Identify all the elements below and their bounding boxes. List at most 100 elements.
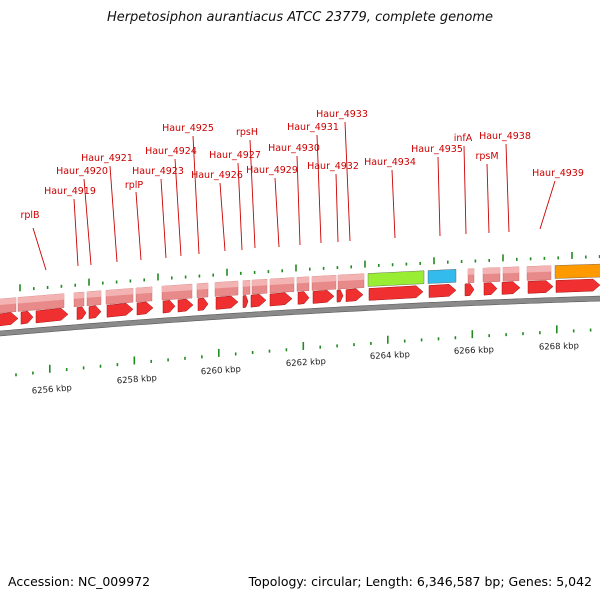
gene-arrow — [464, 283, 475, 297]
cds-highlight — [503, 266, 519, 274]
cds-highlight — [270, 277, 294, 286]
gene-arrow — [269, 292, 293, 307]
scale-ticks — [15, 251, 600, 377]
gene-arrow — [215, 295, 239, 310]
leader-line — [237, 162, 243, 251]
gene-arrow — [527, 280, 554, 294]
gene-label: Haur_4923 — [132, 166, 184, 177]
cds-highlight — [312, 275, 336, 283]
gene-label: Haur_4921 — [81, 153, 133, 164]
gene-arrow — [76, 306, 87, 320]
gene-arrow — [297, 291, 310, 305]
gene-arrow — [336, 289, 344, 303]
gene-label: Haur_4924 — [145, 146, 197, 157]
leader-line — [174, 158, 182, 257]
leader-line — [335, 173, 339, 243]
gene-labels: rplB Haur_4919 Haur_4920 Haur_4921 rplP Haur_… — [20, 109, 583, 221]
gene-arrow — [345, 288, 364, 302]
gene-arrow — [555, 278, 600, 293]
leader-line — [437, 156, 441, 237]
leader-line — [391, 169, 396, 239]
genome-track — [0, 263, 600, 337]
scale-label: 6264 kbp — [370, 350, 411, 362]
accession-label: Accession: NC_009972 — [8, 574, 151, 589]
gene-arrow — [312, 290, 335, 304]
leader-line — [32, 227, 47, 271]
gene-label: rpsM — [475, 151, 498, 162]
rrna-green-feature — [367, 270, 425, 287]
rrna-blue-feature — [427, 269, 457, 284]
gene-label: rplP — [125, 180, 144, 191]
scale-labels: 6256 kbp 6258 kbp 6260 kbp 6262 kbp 6264 kbp… — [31, 341, 579, 396]
cds-highlight — [197, 282, 208, 290]
cds-highlight — [468, 268, 474, 275]
gene-arrow — [88, 305, 102, 319]
gene-label: Haur_4929 — [246, 165, 298, 176]
leader-line — [486, 163, 490, 234]
leader-line — [316, 134, 322, 244]
gene-arrow — [35, 308, 69, 324]
gene-label: Haur_4925 — [162, 123, 214, 134]
cds-highlight — [338, 273, 364, 282]
gene-label: Haur_4926 — [191, 170, 243, 181]
gene-arrow — [197, 297, 209, 311]
cds-highlight — [527, 265, 551, 273]
cds-highlight — [297, 276, 309, 284]
cds-highlight — [136, 286, 152, 295]
leader-line — [73, 198, 79, 267]
cds-highlight — [87, 290, 101, 298]
leader-line — [83, 178, 92, 266]
cds-highlight — [483, 267, 500, 275]
cds-highlight — [106, 288, 133, 297]
cds-highlight — [18, 293, 64, 304]
gene-arrow — [242, 295, 249, 308]
gene-arrow — [106, 303, 134, 318]
cds-highlight — [243, 280, 250, 287]
leader-line — [135, 191, 142, 261]
gene-label: rpsH — [236, 127, 258, 138]
gene-label: infA — [454, 133, 473, 144]
gene-arrow — [250, 293, 267, 308]
label-leader-lines — [32, 121, 556, 271]
leader-line — [192, 135, 200, 255]
gene-arrow — [483, 282, 498, 296]
gene-label: Haur_4930 — [268, 143, 320, 154]
gene-arrow — [136, 301, 154, 316]
backbone-ring — [0, 295, 600, 337]
gene-label: Haur_4933 — [316, 109, 368, 120]
gene-label: Haur_4919 — [44, 186, 96, 197]
leader-line — [344, 121, 351, 242]
leader-line — [249, 139, 256, 249]
scale-label: 6258 kbp — [117, 374, 158, 387]
cds-highlight — [74, 292, 84, 299]
gene-arrow — [177, 298, 194, 313]
scale-label: 6262 kbp — [286, 357, 327, 369]
gene-arrow — [20, 310, 34, 325]
gene-arrow — [368, 285, 424, 301]
leader-line — [296, 155, 301, 246]
gene-label: Haur_4938 — [479, 131, 531, 142]
gene-label: Haur_4939 — [532, 168, 584, 179]
scale-label: 6260 kbp — [201, 365, 242, 378]
gene-label: Haur_4934 — [364, 157, 416, 168]
cds-highlight — [215, 281, 238, 289]
gene-label: Haur_4932 — [307, 161, 359, 172]
gene-arrow — [501, 281, 521, 295]
leader-line — [160, 178, 167, 259]
leader-line — [219, 182, 226, 252]
cds-highlight — [0, 297, 16, 306]
gene-label: Haur_4927 — [209, 150, 261, 161]
cds-highlight — [162, 284, 192, 293]
scale-label: 6256 kbp — [31, 383, 72, 396]
leader-line — [505, 143, 510, 233]
gene-label: Haur_4935 — [411, 144, 463, 155]
leader-line — [109, 165, 118, 263]
leader-line — [274, 177, 280, 248]
gene-label: Haur_4931 — [287, 122, 339, 133]
leader-line — [463, 145, 467, 235]
gene-label: Haur_4920 — [56, 166, 108, 177]
gene-arrow — [428, 284, 457, 298]
leader-line — [539, 180, 556, 230]
gene-arrow — [0, 312, 19, 327]
